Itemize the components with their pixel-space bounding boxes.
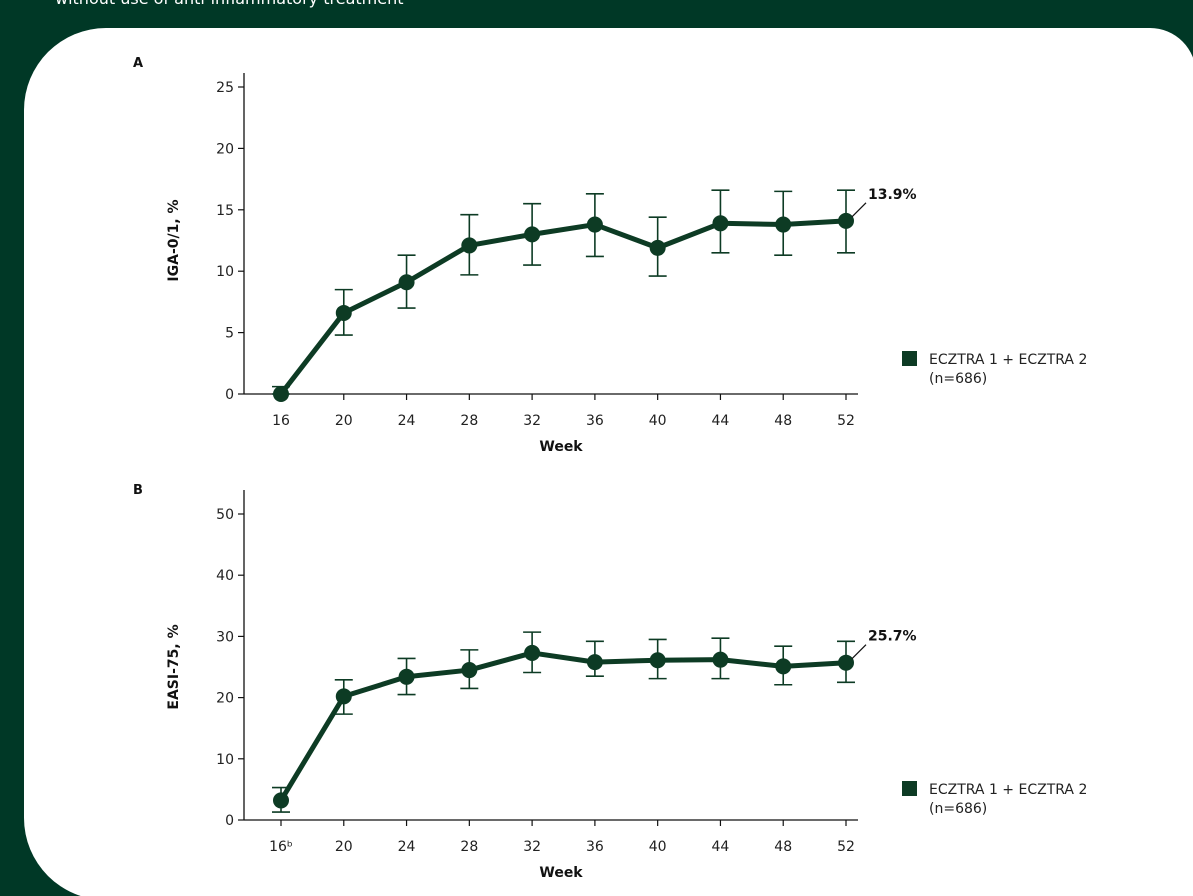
x-tick-label-b-20: 20 <box>335 839 353 855</box>
series-line-b <box>278 650 849 803</box>
data-point-a-40 <box>649 239 666 256</box>
legend-sublabel-a: (n=686) <box>929 371 987 387</box>
x-tick-label-b-28: 28 <box>460 839 478 855</box>
y-tick-label-a-5: 5 <box>225 326 234 342</box>
x-tick-label-a-40: 40 <box>649 413 667 429</box>
panel-letter-a: A <box>133 56 143 71</box>
data-point-b-48 <box>775 658 792 675</box>
x-tick-label-a-16: 16 <box>272 413 290 429</box>
header-text: without use of anti-inflammatory treatme… <box>55 0 404 8</box>
data-point-b-16 <box>273 792 289 809</box>
y-tick-label-a-10: 10 <box>216 264 234 280</box>
legend-swatch-b <box>902 781 917 796</box>
legend-sublabel-b: (n=686) <box>929 801 987 817</box>
y-tick-label-b-20: 20 <box>216 691 234 707</box>
annotation-label-b: 25.7% <box>868 629 917 645</box>
x-tick-label-a-44: 44 <box>712 413 730 429</box>
x-tick-label-a-28: 28 <box>460 413 478 429</box>
x-tick-label-b-36: 36 <box>586 839 604 855</box>
data-point-a-20 <box>335 304 352 321</box>
data-point-b-44 <box>712 651 729 668</box>
x-tick-label-a-52: 52 <box>837 413 855 429</box>
data-point-a-36 <box>586 216 603 233</box>
x-tick-label-b-44: 44 <box>712 839 730 855</box>
y-tick-label-a-20: 20 <box>216 141 234 157</box>
annotation-leader-a <box>851 202 867 218</box>
content-panel <box>24 28 1193 896</box>
data-point-a-24 <box>398 274 415 291</box>
data-point-a-28 <box>461 237 478 254</box>
panel-letter-b: B <box>133 483 143 498</box>
x-tick-label-b-40: 40 <box>649 839 667 855</box>
data-point-b-36 <box>586 654 603 671</box>
y-tick-label-a-0: 0 <box>225 387 234 403</box>
annotation-label-a: 13.9% <box>868 187 917 203</box>
x-axis-title-b: Week <box>539 865 583 881</box>
data-point-b-32 <box>524 644 541 661</box>
legend-swatch-a <box>902 351 917 366</box>
data-point-a-32 <box>524 226 541 243</box>
x-tick-label-b-16: 16ᵇ <box>269 839 293 855</box>
chart-layer: A 0 5 10 15 20 25 16 20 24 28 32 36 40 44 48 52 Week IGA-0… <box>133 56 1087 881</box>
data-point-a-48 <box>775 216 792 233</box>
legend-label-a: ECZTRA 1 + ECZTRA 2 <box>929 352 1087 368</box>
data-point-b-52 <box>838 654 854 671</box>
x-tick-label-a-36: 36 <box>586 413 604 429</box>
y-tick-label-a-15: 15 <box>216 203 234 219</box>
x-tick-label-a-24: 24 <box>398 413 416 429</box>
x-tick-label-b-32: 32 <box>523 839 541 855</box>
y-tick-label-b-0: 0 <box>225 813 234 829</box>
y-tick-label-b-40: 40 <box>216 568 234 584</box>
data-point-a-16 <box>273 386 289 402</box>
data-point-a-44 <box>712 215 729 232</box>
x-tick-label-b-24: 24 <box>398 839 416 855</box>
y-tick-label-b-30: 30 <box>216 629 234 645</box>
x-tick-label-b-52: 52 <box>837 839 855 855</box>
x-tick-label-b-48: 48 <box>774 839 792 855</box>
x-tick-label-a-20: 20 <box>335 413 353 429</box>
legend-label-b: ECZTRA 1 + ECZTRA 2 <box>929 782 1087 798</box>
data-point-a-52 <box>838 212 854 229</box>
data-point-b-40 <box>649 652 666 669</box>
y-tick-label-a-25: 25 <box>216 80 234 96</box>
data-point-b-24 <box>398 668 415 685</box>
y-tick-label-b-10: 10 <box>216 752 234 768</box>
x-tick-label-a-32: 32 <box>523 413 541 429</box>
x-axis-title-a: Week <box>539 439 583 455</box>
data-point-b-20 <box>335 688 352 705</box>
x-tick-label-a-48: 48 <box>774 413 792 429</box>
y-tick-label-b-50: 50 <box>216 507 234 523</box>
series-line-a <box>278 218 849 397</box>
y-axis-title-a: IGA-0/1, % <box>166 199 182 281</box>
y-axis-title-b: EASI-75, % <box>166 624 182 709</box>
annotation-leader-b <box>851 644 867 660</box>
data-point-b-28 <box>461 662 478 679</box>
